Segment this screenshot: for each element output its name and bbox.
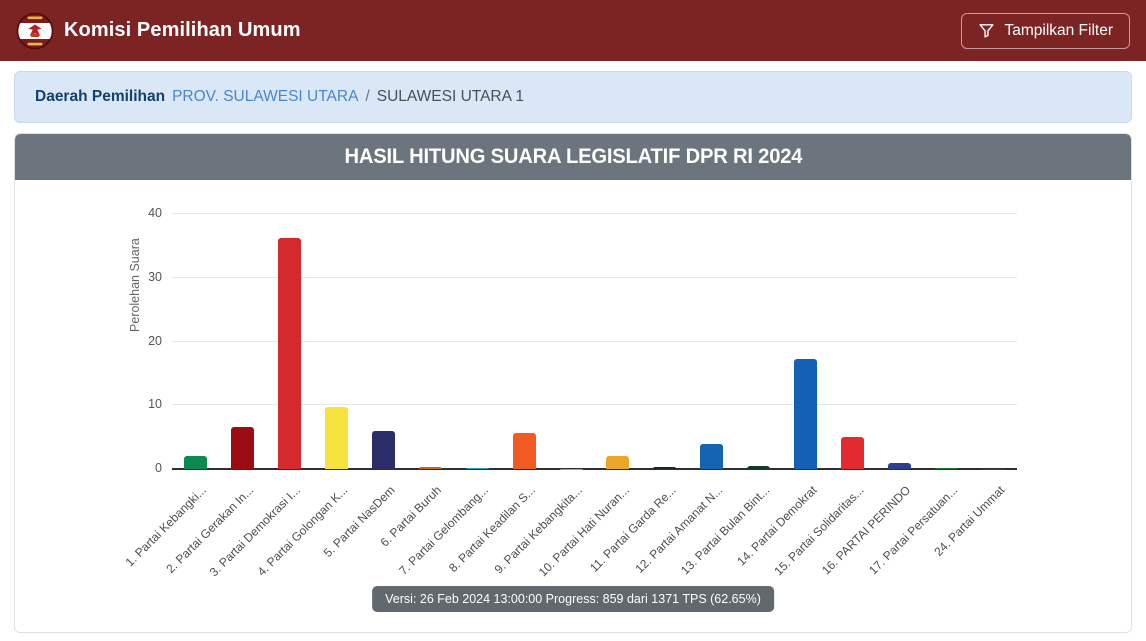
x-label-15: 15. Partai Solidaritas... [771, 483, 867, 579]
x-label-14: 14. Partai Demokrat [734, 483, 820, 569]
bar-7[interactable] [465, 467, 489, 469]
x-label-7: 7. Partai Gelombang... [396, 483, 492, 578]
y-tick-40: 40 [148, 206, 162, 220]
bar-3[interactable] [277, 237, 301, 469]
x-axis-line [172, 468, 1017, 470]
show-filter-button[interactable]: Tampilkan Filter [961, 12, 1130, 49]
gridline-10 [172, 404, 1017, 406]
gridline-30 [172, 276, 1017, 278]
results-panel: HASIL HITUNG SUARA LEGISLATIF DPR RI 202… [14, 133, 1132, 633]
app-header: Komisi Pemilihan Umum Tampilkan Filter [0, 0, 1146, 61]
breadcrumb-separator: / [365, 88, 370, 105]
x-label-16: 16. PARTAI PERINDO [819, 483, 914, 578]
version-progress-badge: Versi: 26 Feb 2024 13:00:00 Progress: 85… [372, 586, 774, 612]
x-label-13: 13. Partai Bulan Bint... [678, 483, 773, 578]
gridline-20 [172, 340, 1017, 342]
breadcrumb-province-link[interactable]: PROV. SULAWESI UTARA [172, 88, 359, 105]
kpu-logo-icon [16, 12, 54, 50]
y-tick-10: 10 [148, 397, 162, 412]
bar-17[interactable] [935, 467, 959, 469]
app-title: Komisi Pemilihan Umum [64, 19, 301, 41]
bar-15[interactable] [841, 437, 865, 469]
y-tick-0: 0 [155, 461, 162, 475]
bar-4[interactable] [324, 407, 348, 469]
bar-8[interactable] [512, 433, 536, 469]
breadcrumb: Daerah Pemilihan PROV. SULAWESI UTARA / … [14, 71, 1132, 123]
bar-11[interactable] [653, 467, 677, 469]
breadcrumb-current: SULAWESI UTARA 1 [376, 88, 525, 105]
bar-chart: Perolehan Suara 1. Partai Kebangki... 2. … [15, 180, 1131, 632]
x-label-11: 11. Partai Garda Re... [586, 483, 679, 575]
panel-title: HASIL HITUNG SUARA LEGISLATIF DPR RI 202… [344, 145, 802, 168]
x-label-3: 3. Partai Demokrasi I... [207, 483, 304, 580]
panel-header: HASIL HITUNG SUARA LEGISLATIF DPR RI 202… [15, 134, 1131, 180]
bar-16[interactable] [888, 463, 912, 469]
y-tick-20: 20 [148, 333, 162, 348]
x-label-4: 4. Partai Golongan K... [254, 483, 351, 579]
x-label-9: 9. Partai Kebangkita... [491, 483, 585, 577]
bar-13[interactable] [747, 466, 771, 469]
plot-area [172, 196, 1017, 470]
x-label-12: 12. Partai Amanat N... [632, 483, 726, 576]
x-axis-labels: 1. Partai Kebangki... 2. Partai Gerakan I… [123, 196, 1017, 579]
x-label-1: 1. Partai Kebangki... [123, 483, 210, 570]
x-label-17: 17. Partai Persatuan... [866, 483, 961, 578]
x-label-8: 8. Partai Keadilan S... [445, 483, 538, 575]
y-tick-30: 30 [148, 269, 162, 284]
x-label-10: 10. Partai Hati Nuran... [535, 483, 632, 580]
breadcrumb-label: Daerah Pemilihan [35, 88, 166, 105]
bar-14[interactable] [794, 358, 818, 469]
filter-button-label: Tampilkan Filter [1004, 21, 1113, 39]
bar-10[interactable] [606, 456, 630, 469]
bar-2[interactable] [230, 426, 254, 469]
bar-6[interactable] [418, 467, 442, 469]
bar-1[interactable] [183, 456, 207, 469]
bar-5[interactable] [371, 430, 395, 469]
x-label-2: 2. Partai Gerakan In... [163, 483, 257, 576]
gridline-40 [172, 213, 1017, 214]
filter-funnel-icon [978, 22, 995, 39]
bar-12[interactable] [700, 444, 724, 469]
